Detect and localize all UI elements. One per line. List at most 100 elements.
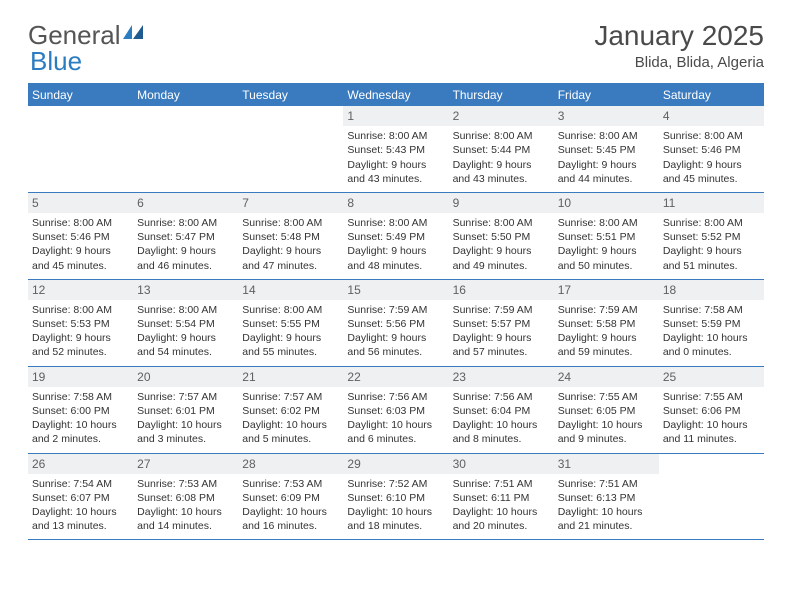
sunset-text: Sunset: 5:50 PM bbox=[453, 231, 531, 243]
sunset-text: Sunset: 6:07 PM bbox=[32, 492, 110, 504]
calendar-week: 5Sunrise: 8:00 AMSunset: 5:46 PMDaylight… bbox=[28, 193, 764, 280]
calendar-header-row: Sunday Monday Tuesday Wednesday Thursday… bbox=[28, 84, 764, 106]
daylight-text: Daylight: 9 hours and 45 minutes. bbox=[32, 245, 111, 271]
sunset-text: Sunset: 6:09 PM bbox=[242, 492, 320, 504]
day-number: 30 bbox=[449, 454, 554, 474]
calendar: Sunday Monday Tuesday Wednesday Thursday… bbox=[28, 83, 764, 540]
sunrise-text: Sunrise: 7:55 AM bbox=[663, 391, 743, 403]
sunrise-text: Sunrise: 7:58 AM bbox=[663, 304, 743, 316]
sunset-text: Sunset: 5:55 PM bbox=[242, 318, 320, 330]
calendar-cell: 27Sunrise: 7:53 AMSunset: 6:08 PMDayligh… bbox=[133, 454, 238, 540]
sunrise-text: Sunrise: 7:58 AM bbox=[32, 391, 112, 403]
calendar-cell: 25Sunrise: 7:55 AMSunset: 6:06 PMDayligh… bbox=[659, 367, 764, 453]
day-number: 21 bbox=[238, 367, 343, 387]
sunrise-text: Sunrise: 8:00 AM bbox=[663, 217, 743, 229]
sunset-text: Sunset: 6:05 PM bbox=[558, 405, 636, 417]
title-block: January 2025 Blida, Blida, Algeria bbox=[594, 20, 764, 71]
calendar-cell: 9Sunrise: 8:00 AMSunset: 5:50 PMDaylight… bbox=[449, 193, 554, 279]
location-subtitle: Blida, Blida, Algeria bbox=[594, 54, 764, 71]
day-number: 5 bbox=[28, 193, 133, 213]
sunset-text: Sunset: 5:54 PM bbox=[137, 318, 215, 330]
sunrise-text: Sunrise: 8:00 AM bbox=[137, 217, 217, 229]
logo-sail-icon bbox=[123, 25, 143, 39]
daylight-text: Daylight: 9 hours and 48 minutes. bbox=[347, 245, 426, 271]
dayhead-wed: Wednesday bbox=[343, 84, 448, 106]
daylight-text: Daylight: 9 hours and 56 minutes. bbox=[347, 332, 426, 358]
calendar-cell: 22Sunrise: 7:56 AMSunset: 6:03 PMDayligh… bbox=[343, 367, 448, 453]
sunrise-text: Sunrise: 7:55 AM bbox=[558, 391, 638, 403]
sunset-text: Sunset: 6:00 PM bbox=[32, 405, 110, 417]
calendar-cell: 26Sunrise: 7:54 AMSunset: 6:07 PMDayligh… bbox=[28, 454, 133, 540]
sunset-text: Sunset: 6:01 PM bbox=[137, 405, 215, 417]
day-number: 11 bbox=[659, 193, 764, 213]
calendar-cell: 18Sunrise: 7:58 AMSunset: 5:59 PMDayligh… bbox=[659, 280, 764, 366]
day-number: 14 bbox=[238, 280, 343, 300]
calendar-cell bbox=[659, 454, 764, 540]
daylight-text: Daylight: 9 hours and 51 minutes. bbox=[663, 245, 742, 271]
day-number: 22 bbox=[343, 367, 448, 387]
daylight-text: Daylight: 9 hours and 50 minutes. bbox=[558, 245, 637, 271]
sunrise-text: Sunrise: 8:00 AM bbox=[558, 217, 638, 229]
sunrise-text: Sunrise: 7:53 AM bbox=[137, 478, 217, 490]
sunrise-text: Sunrise: 8:00 AM bbox=[453, 130, 533, 142]
daylight-text: Daylight: 10 hours and 9 minutes. bbox=[558, 419, 643, 445]
day-number: 12 bbox=[28, 280, 133, 300]
calendar-cell: 19Sunrise: 7:58 AMSunset: 6:00 PMDayligh… bbox=[28, 367, 133, 453]
dayhead-fri: Friday bbox=[554, 84, 659, 106]
sunset-text: Sunset: 6:06 PM bbox=[663, 405, 741, 417]
sunrise-text: Sunrise: 7:51 AM bbox=[558, 478, 638, 490]
day-number: 15 bbox=[343, 280, 448, 300]
sunset-text: Sunset: 5:45 PM bbox=[558, 144, 636, 156]
day-number: 19 bbox=[28, 367, 133, 387]
sunrise-text: Sunrise: 7:53 AM bbox=[242, 478, 322, 490]
sunrise-text: Sunrise: 8:00 AM bbox=[242, 304, 322, 316]
day-number: 1 bbox=[343, 106, 448, 126]
calendar-week: 26Sunrise: 7:54 AMSunset: 6:07 PMDayligh… bbox=[28, 454, 764, 541]
logo-text-blue: Blue bbox=[30, 46, 82, 77]
sunset-text: Sunset: 6:10 PM bbox=[347, 492, 425, 504]
sunrise-text: Sunrise: 7:57 AM bbox=[242, 391, 322, 403]
calendar-cell: 21Sunrise: 7:57 AMSunset: 6:02 PMDayligh… bbox=[238, 367, 343, 453]
daylight-text: Daylight: 9 hours and 57 minutes. bbox=[453, 332, 532, 358]
daylight-text: Daylight: 9 hours and 47 minutes. bbox=[242, 245, 321, 271]
day-number: 17 bbox=[554, 280, 659, 300]
sunrise-text: Sunrise: 7:54 AM bbox=[32, 478, 112, 490]
sunrise-text: Sunrise: 7:56 AM bbox=[347, 391, 427, 403]
daylight-text: Daylight: 10 hours and 8 minutes. bbox=[453, 419, 538, 445]
sunset-text: Sunset: 6:04 PM bbox=[453, 405, 531, 417]
sunrise-text: Sunrise: 7:59 AM bbox=[558, 304, 638, 316]
sunrise-text: Sunrise: 8:00 AM bbox=[347, 217, 427, 229]
calendar-cell: 16Sunrise: 7:59 AMSunset: 5:57 PMDayligh… bbox=[449, 280, 554, 366]
daylight-text: Daylight: 10 hours and 21 minutes. bbox=[558, 506, 643, 532]
sunset-text: Sunset: 6:02 PM bbox=[242, 405, 320, 417]
sunrise-text: Sunrise: 7:51 AM bbox=[453, 478, 533, 490]
calendar-cell: 11Sunrise: 8:00 AMSunset: 5:52 PMDayligh… bbox=[659, 193, 764, 279]
day-number: 20 bbox=[133, 367, 238, 387]
sunset-text: Sunset: 5:56 PM bbox=[347, 318, 425, 330]
day-number: 24 bbox=[554, 367, 659, 387]
dayhead-sat: Saturday bbox=[659, 84, 764, 106]
sunrise-text: Sunrise: 8:00 AM bbox=[32, 304, 112, 316]
calendar-cell bbox=[28, 106, 133, 192]
day-number: 18 bbox=[659, 280, 764, 300]
header: General January 2025 Blida, Blida, Alger… bbox=[0, 0, 792, 79]
daylight-text: Daylight: 10 hours and 11 minutes. bbox=[663, 419, 748, 445]
day-number: 28 bbox=[238, 454, 343, 474]
day-number: 2 bbox=[449, 106, 554, 126]
day-number: 27 bbox=[133, 454, 238, 474]
daylight-text: Daylight: 9 hours and 46 minutes. bbox=[137, 245, 216, 271]
sunset-text: Sunset: 6:13 PM bbox=[558, 492, 636, 504]
calendar-week: 19 Sunrise: 7:58 AM Sunset: 6:00 PM Dayligh… bbox=[28, 367, 764, 454]
sunrise-text: Sunrise: 8:00 AM bbox=[347, 130, 427, 142]
sunset-text: Sunset: 5:53 PM bbox=[32, 318, 110, 330]
calendar-cell: 17Sunrise: 7:59 AMSunset: 5:58 PMDayligh… bbox=[554, 280, 659, 366]
sunrise-text: Sunrise: 8:00 AM bbox=[453, 217, 533, 229]
sunset-text: Sunset: 5:59 PM bbox=[663, 318, 741, 330]
dayhead-sun: Sunday bbox=[28, 84, 133, 106]
calendar-cell: 12Sunrise: 8:00 AMSunset: 5:53 PMDayligh… bbox=[28, 280, 133, 366]
daylight-text: Daylight: 9 hours and 43 minutes. bbox=[347, 159, 426, 185]
day-number: 29 bbox=[343, 454, 448, 474]
day-number: 3 bbox=[554, 106, 659, 126]
sunrise-text: Sunrise: 7:52 AM bbox=[347, 478, 427, 490]
calendar-cell: 2Sunrise: 8:00 AMSunset: 5:44 PMDaylight… bbox=[449, 106, 554, 192]
